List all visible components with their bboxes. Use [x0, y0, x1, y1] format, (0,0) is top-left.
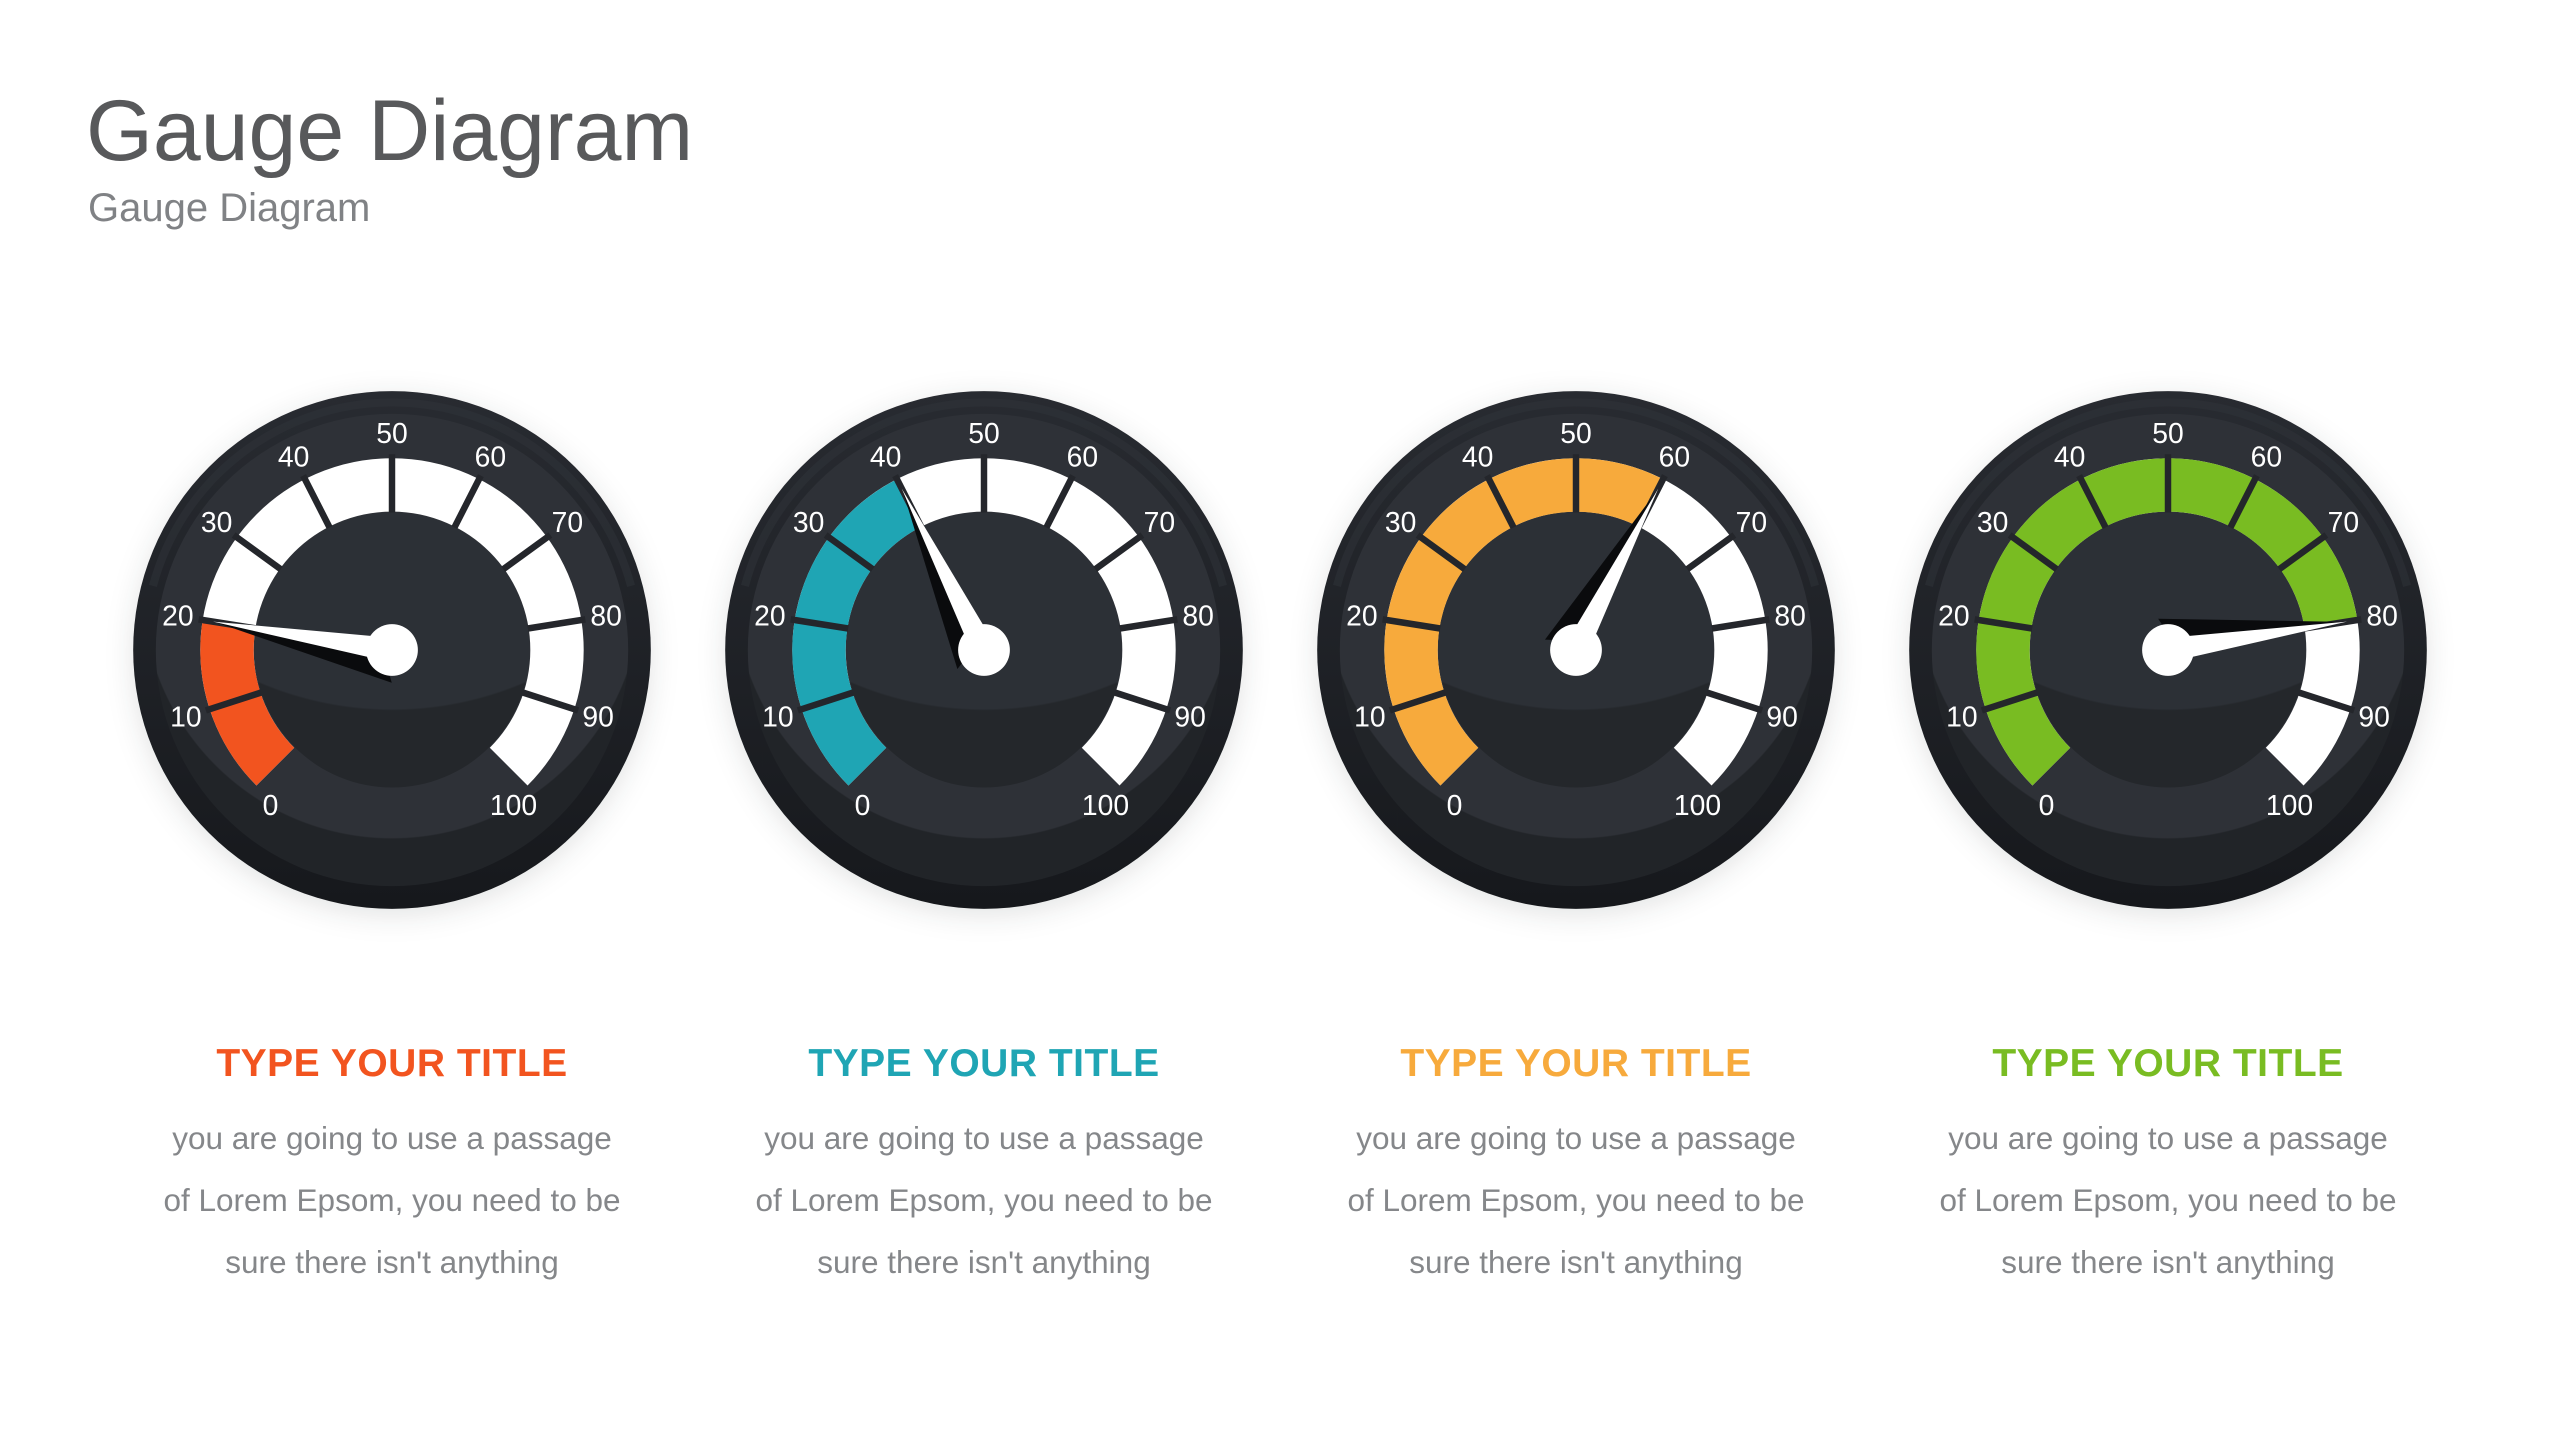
svg-text:40: 40	[278, 440, 309, 472]
svg-text:50: 50	[376, 417, 407, 449]
svg-text:90: 90	[2358, 701, 2389, 733]
svg-text:0: 0	[1447, 789, 1463, 821]
svg-text:70: 70	[2328, 506, 2359, 538]
gauge-description-3: you are going to use a passage of Lorem …	[1347, 1120, 1805, 1280]
gauge-description-4: you are going to use a passage of Lorem …	[1939, 1120, 2397, 1280]
svg-text:50: 50	[968, 417, 999, 449]
gauge-description-2: you are going to use a passage of Lorem …	[755, 1120, 1213, 1280]
svg-text:60: 60	[475, 440, 506, 472]
gauge-title-1: TYPE YOUR TITLE	[216, 1042, 568, 1085]
svg-text:20: 20	[162, 600, 193, 632]
svg-text:70: 70	[1144, 506, 1175, 538]
slide-subtitle: Gauge Diagram	[88, 186, 371, 230]
gauge-chart-3: 0 10 20 30 40 50 60 70 80 90 100	[1317, 391, 1835, 909]
svg-text:60: 60	[1067, 440, 1098, 472]
svg-text:100: 100	[1082, 789, 1129, 821]
svg-text:100: 100	[2266, 789, 2313, 821]
svg-text:10: 10	[762, 701, 793, 733]
gauge-chart-4: 0 10 20 30 40 50 60 70 80 90 100	[1909, 391, 2427, 909]
gauge-panel-3: 0 10 20 30 40 50 60 70 80 90 100 TYPE YOUR TITLE y…	[1280, 375, 1872, 1293]
svg-text:80: 80	[590, 600, 621, 632]
svg-text:30: 30	[1385, 506, 1416, 538]
svg-text:100: 100	[1674, 789, 1721, 821]
slide-header: Gauge Diagram Gauge Diagram	[86, 88, 693, 228]
svg-text:90: 90	[1766, 701, 1797, 733]
svg-text:30: 30	[793, 506, 824, 538]
gauge-description-1: you are going to use a passage of Lorem …	[163, 1120, 621, 1280]
svg-text:10: 10	[1946, 701, 1977, 733]
svg-text:100: 100	[490, 789, 537, 821]
slide-title: Gauge Diagram	[86, 83, 694, 179]
gauge-chart-2: 0 10 20 30 40 50 60 70 80 90 100	[725, 391, 1243, 909]
svg-text:70: 70	[552, 506, 583, 538]
gauge-panel-4: 0 10 20 30 40 50 60 70 80 90 100 TYPE YOUR TITLE y…	[1872, 375, 2464, 1293]
svg-text:50: 50	[1560, 417, 1591, 449]
svg-text:60: 60	[2251, 440, 2282, 472]
svg-text:30: 30	[201, 506, 232, 538]
svg-text:20: 20	[1346, 600, 1377, 632]
gauge-title-2: TYPE YOUR TITLE	[808, 1042, 1160, 1085]
svg-text:20: 20	[754, 600, 785, 632]
svg-text:40: 40	[1462, 440, 1493, 472]
svg-text:80: 80	[1182, 600, 1213, 632]
svg-text:0: 0	[263, 789, 279, 821]
svg-text:70: 70	[1736, 506, 1767, 538]
svg-text:60: 60	[1659, 440, 1690, 472]
svg-text:40: 40	[2054, 440, 2085, 472]
svg-text:30: 30	[1977, 506, 2008, 538]
svg-text:10: 10	[1354, 701, 1385, 733]
svg-text:80: 80	[1774, 600, 1805, 632]
svg-text:40: 40	[870, 440, 901, 472]
svg-text:50: 50	[2152, 417, 2183, 449]
gauge-title-4: TYPE YOUR TITLE	[1992, 1042, 2344, 1085]
svg-text:20: 20	[1938, 600, 1969, 632]
gauge-panel-1: 0 10 20 30 40 50 60 70 80 90 100 TYPE YOUR TITLE y…	[96, 375, 688, 1293]
gauge-chart-1: 0 10 20 30 40 50 60 70 80 90 100	[133, 391, 651, 909]
svg-text:90: 90	[1174, 701, 1205, 733]
gauge-panel-2: 0 10 20 30 40 50 60 70 80 90 100 TYPE YOUR TITLE y…	[688, 375, 1280, 1293]
gauges-row: 0 10 20 30 40 50 60 70 80 90 100 TYPE YOUR TITLE y…	[96, 375, 2464, 1293]
svg-text:80: 80	[2366, 600, 2397, 632]
svg-text:90: 90	[582, 701, 613, 733]
svg-text:10: 10	[170, 701, 201, 733]
svg-text:0: 0	[855, 789, 871, 821]
svg-text:0: 0	[2039, 789, 2055, 821]
gauge-title-3: TYPE YOUR TITLE	[1400, 1042, 1752, 1085]
